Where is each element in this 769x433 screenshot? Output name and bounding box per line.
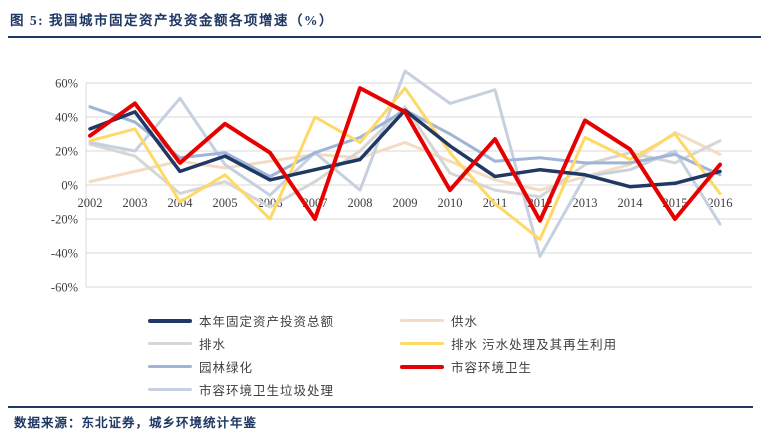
legend-item-drainage: 排水 bbox=[148, 332, 400, 355]
y-axis-label: -40% bbox=[51, 247, 78, 261]
legend-label: 园林绿化 bbox=[199, 357, 253, 376]
x-axis-label: 2013 bbox=[573, 196, 598, 210]
x-axis-label: 2014 bbox=[618, 196, 644, 210]
legend-label: 市容环境卫生垃圾处理 bbox=[199, 380, 334, 399]
line-chart: 60%40%20%0%-20%-40%-60%20022003200420052… bbox=[0, 50, 769, 305]
x-axis-label: 2003 bbox=[123, 196, 148, 210]
legend-item-water-supply: 供水 bbox=[400, 309, 640, 332]
y-axis-label: 40% bbox=[55, 111, 78, 125]
chart-canvas: 60%40%20%0%-20%-40%-60%20022003200420052… bbox=[0, 50, 769, 305]
legend-swatch-garbage-disposal bbox=[148, 388, 192, 391]
x-axis-label: 2010 bbox=[438, 196, 463, 210]
x-axis-label: 2005 bbox=[213, 196, 238, 210]
x-axis-label: 2008 bbox=[348, 196, 373, 210]
legend-label: 排水 bbox=[199, 334, 226, 353]
legend-label: 本年固定资产投资总额 bbox=[199, 311, 334, 330]
legend-item-garbage-disposal: 市容环境卫生垃圾处理 bbox=[148, 378, 400, 401]
legend-swatch-total-investment bbox=[148, 319, 192, 323]
title-divider bbox=[8, 36, 761, 38]
legend-item-total-investment: 本年固定资产投资总额 bbox=[148, 309, 400, 332]
legend-label: 市容环境卫生 bbox=[451, 357, 532, 376]
legend-swatch-sanitation bbox=[400, 365, 444, 369]
y-axis-label: -20% bbox=[51, 213, 78, 227]
legend-swatch-sewage-treatment bbox=[400, 342, 444, 345]
legend-swatch-drainage bbox=[148, 342, 192, 345]
y-axis-label: 60% bbox=[55, 77, 78, 91]
chart-legend: 本年固定资产投资总额 供水排水 排水 污水处理及其再生利用园林绿化 市容环境卫生市容环… bbox=[148, 309, 640, 401]
legend-label: 排水 污水处理及其再生利用 bbox=[451, 334, 617, 353]
figure-title: 图 5: 我国城市固定资产投资金额各项增速（%） bbox=[10, 9, 334, 29]
y-axis-label: 0% bbox=[61, 179, 78, 193]
legend-swatch-water-supply bbox=[400, 319, 444, 322]
legend-item-sanitation: 市容环境卫生 bbox=[400, 355, 640, 378]
legend-item-landscaping: 园林绿化 bbox=[148, 355, 400, 378]
legend-label: 供水 bbox=[451, 311, 478, 330]
bottom-divider bbox=[8, 406, 753, 408]
data-source: 数据来源：东北证券，城乡环境统计年鉴 bbox=[14, 412, 257, 431]
y-axis-label: 20% bbox=[55, 145, 78, 159]
legend-item-sewage-treatment: 排水 污水处理及其再生利用 bbox=[400, 332, 640, 355]
x-axis-label: 2009 bbox=[393, 196, 418, 210]
y-axis-label: -60% bbox=[51, 281, 78, 295]
x-axis-label: 2002 bbox=[78, 196, 103, 210]
legend-swatch-landscaping bbox=[148, 365, 192, 368]
